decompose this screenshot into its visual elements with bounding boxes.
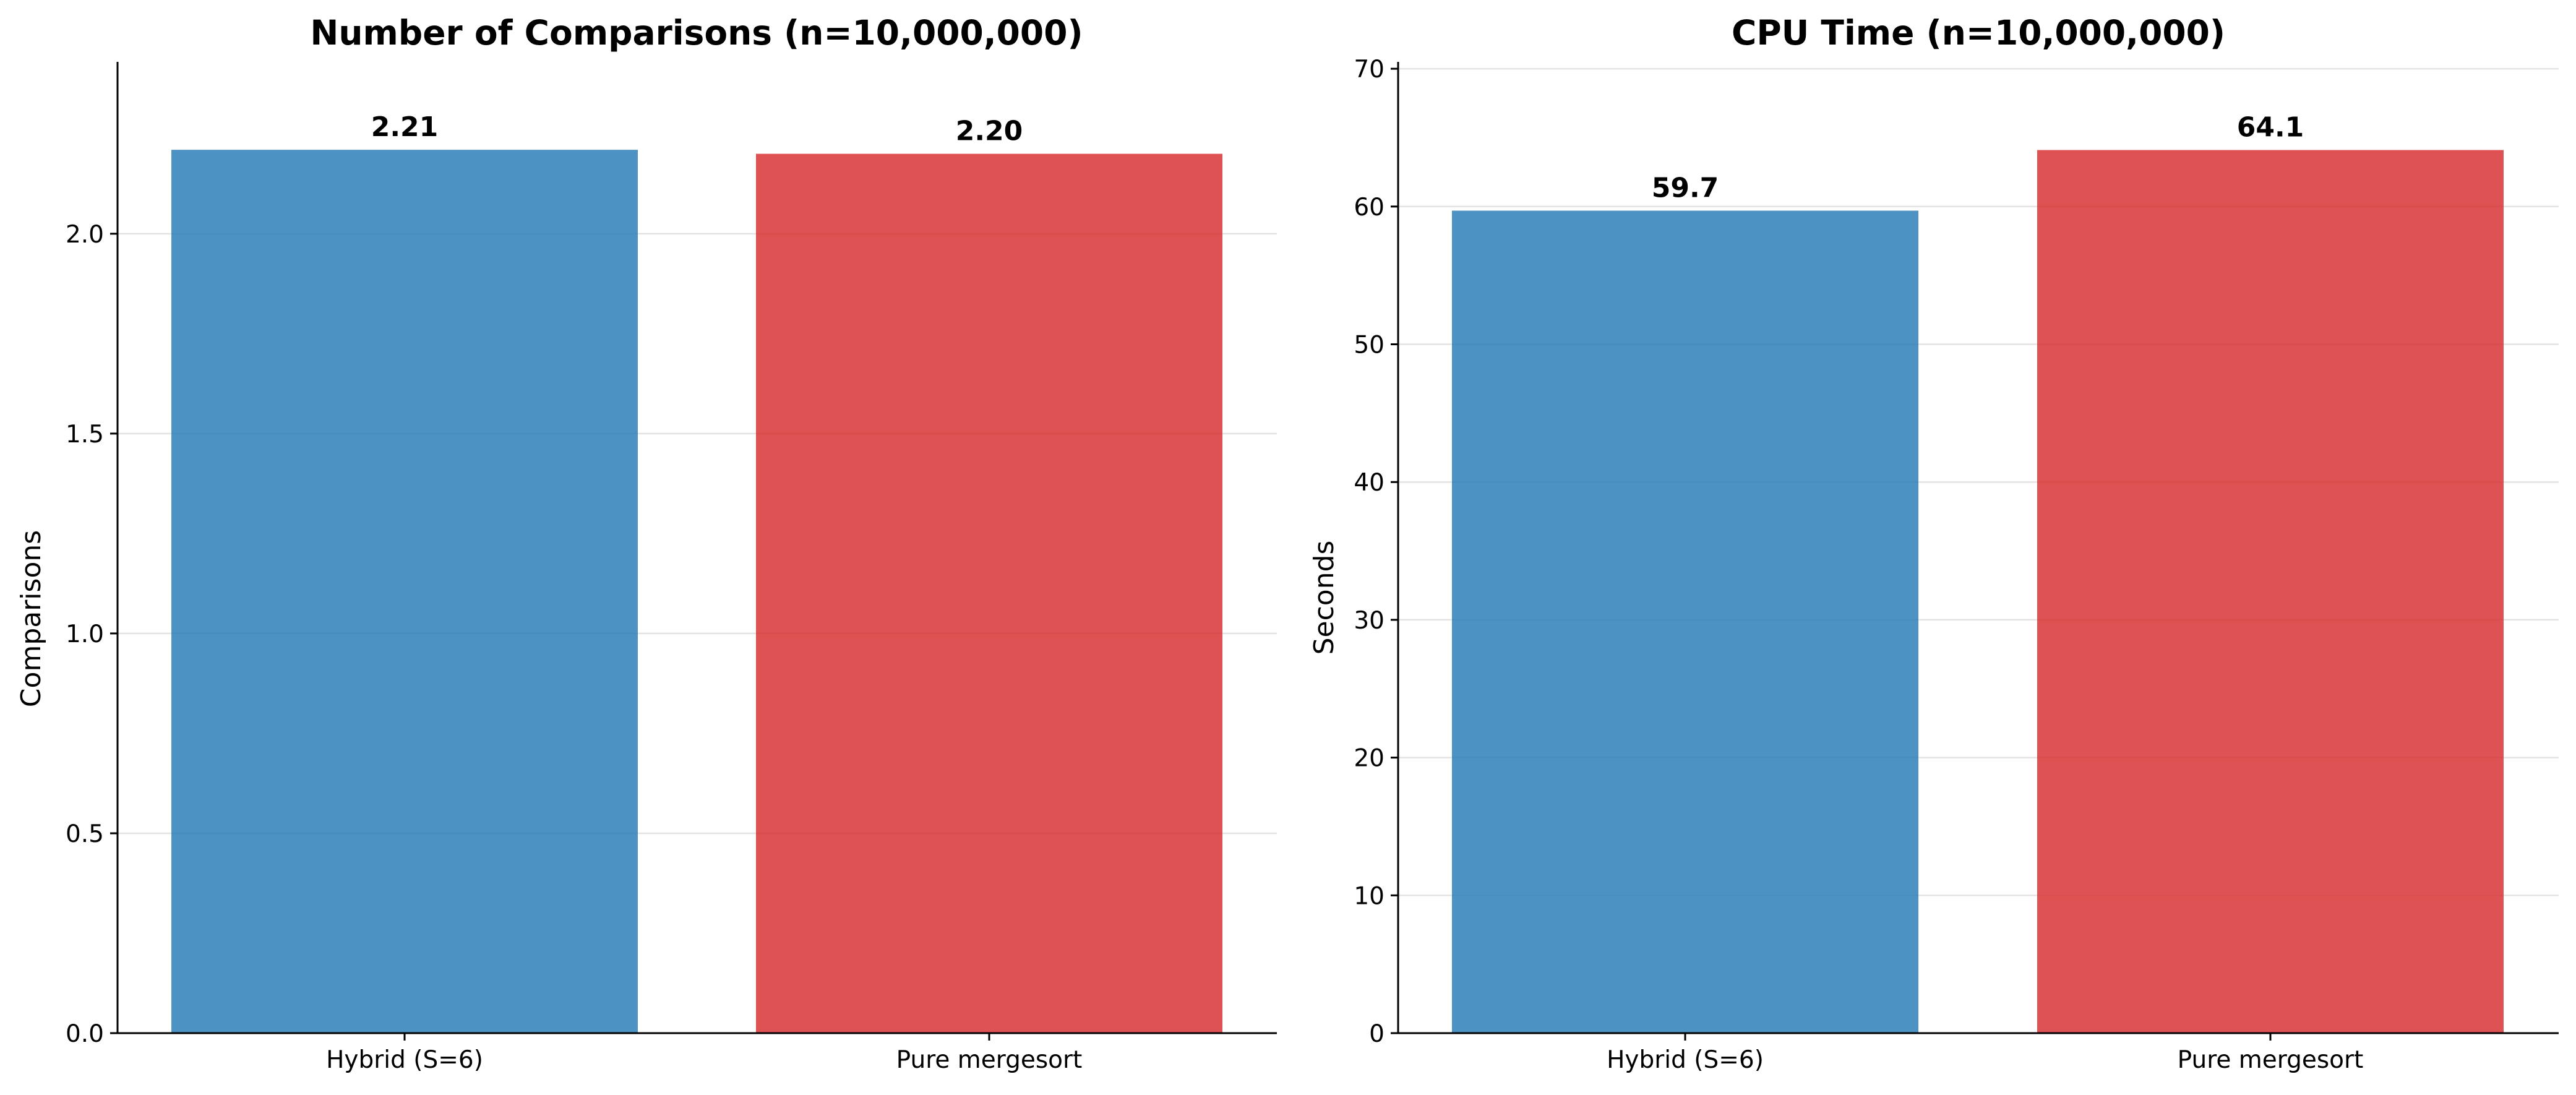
y-tick-label: 50 <box>1354 332 1385 359</box>
y-tick-label: 1.5 <box>66 421 104 449</box>
bar <box>1452 210 1918 1034</box>
y-tick-label: 1.0 <box>66 620 104 648</box>
bar-value-label: 2.21 <box>371 111 439 143</box>
y-axis-label: Seconds <box>1308 541 1340 655</box>
y-tick-label: 70 <box>1354 56 1385 84</box>
y-tick-label: 60 <box>1354 194 1385 221</box>
chart-title: CPU Time (n=10,000,000) <box>1732 13 2225 53</box>
bar-value-label: 2.20 <box>956 116 1023 147</box>
bar-value-label: 59.7 <box>1652 173 1719 204</box>
x-tick-label: Pure mergesort <box>896 1046 1083 1074</box>
cpu-time-chart-panel: CPU Time (n=10,000,000) Seconds 59.7 Hybr… <box>1308 13 2559 1074</box>
y-tick-label: 30 <box>1354 607 1385 635</box>
y-axis-label: Comparisons <box>15 530 47 707</box>
y-tick-label: 0.0 <box>66 1020 104 1048</box>
x-tick-label: Hybrid (S=6) <box>1607 1046 1764 1074</box>
y-tick-label: 40 <box>1354 469 1385 497</box>
bar <box>2037 150 2504 1034</box>
y-tick-label: 2.0 <box>66 221 104 249</box>
chart-title: Number of Comparisons (n=10,000,000) <box>310 13 1083 53</box>
bar-value-label: 64.1 <box>2237 112 2304 144</box>
bar <box>756 153 1222 1033</box>
x-tick-label: Pure mergesort <box>2178 1046 2364 1074</box>
x-tick-label: Hybrid (S=6) <box>326 1046 483 1074</box>
y-tick-label: 10 <box>1354 882 1385 910</box>
y-tick-label: 20 <box>1354 745 1385 773</box>
bar <box>171 150 638 1034</box>
comparisons-chart-panel: Number of Comparisons (n=10,000,000) Com… <box>15 13 1277 1074</box>
y-tick-label: 0.5 <box>66 820 104 848</box>
y-tick-label: 0 <box>1369 1020 1385 1048</box>
